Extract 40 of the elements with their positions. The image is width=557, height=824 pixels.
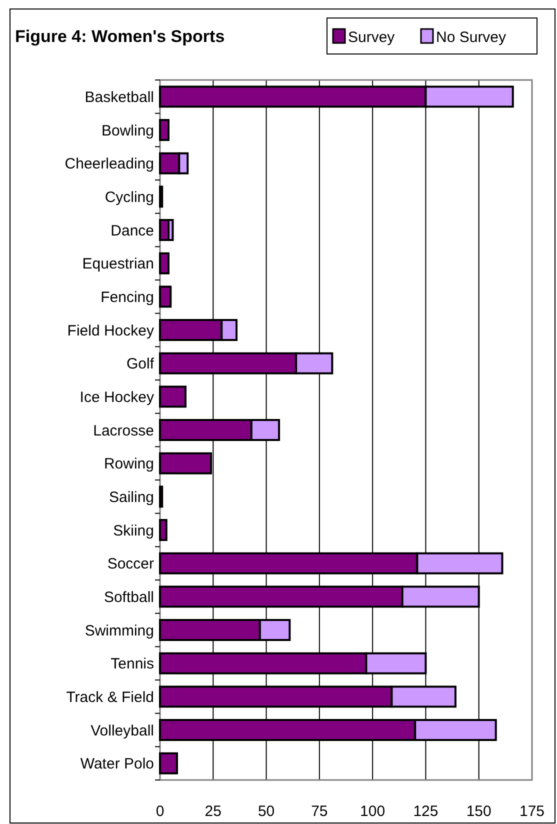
- y-tick-label: Basketball: [84, 88, 154, 106]
- y-tick-label: Soccer: [107, 556, 154, 573]
- x-tick-label: 50: [258, 803, 275, 820]
- y-tick-label: Sailing: [108, 488, 154, 506]
- legend-label: No Survey: [436, 29, 507, 46]
- y-tick-label: Rowing: [104, 456, 154, 473]
- bar: [159, 486, 164, 508]
- y-tick-label: Golf: [126, 356, 155, 373]
- y-tick-label: Skiing: [113, 522, 154, 540]
- y-tick-label: Tennis: [110, 656, 154, 673]
- x-tick-label: 25: [204, 803, 222, 820]
- x-tick-label: 100: [360, 803, 386, 820]
- y-tick-label: Bowling: [101, 122, 154, 140]
- x-tick-label: 125: [413, 803, 438, 820]
- y-tick-label: Swimming: [84, 622, 154, 640]
- y-tick-label: Cheerleading: [64, 156, 154, 173]
- legend-label: Survey: [348, 29, 396, 46]
- x-tick-label: 175: [519, 803, 545, 820]
- bar: [159, 286, 172, 308]
- y-tick-label: Cycling: [104, 188, 154, 206]
- x-tick-label: 150: [466, 803, 492, 820]
- x-tick-label: 0: [156, 803, 164, 820]
- y-tick-label: Track & Field: [66, 688, 154, 706]
- y-tick-label: Fencing: [100, 288, 154, 306]
- y-tick-label: Softball: [104, 588, 154, 606]
- y-tick-label: Water Polo: [80, 756, 154, 773]
- y-tick-label: Dance: [110, 222, 154, 240]
- bar: [159, 386, 187, 408]
- bar: [159, 519, 168, 541]
- y-tick-label: Field Hockey: [67, 322, 154, 340]
- bar: [159, 252, 170, 274]
- y-tick-label: Lacrosse: [93, 422, 154, 440]
- x-tick-label: 75: [311, 803, 328, 820]
- bar: [159, 186, 164, 208]
- y-tick-label: Equestrian: [82, 256, 154, 273]
- chart-title: Figure 4: Women's Sports: [15, 27, 225, 46]
- y-tick-label: Volleyball: [90, 722, 154, 740]
- y-tick-label: Ice Hockey: [80, 388, 154, 406]
- bar: [159, 752, 178, 774]
- bar: [159, 119, 170, 141]
